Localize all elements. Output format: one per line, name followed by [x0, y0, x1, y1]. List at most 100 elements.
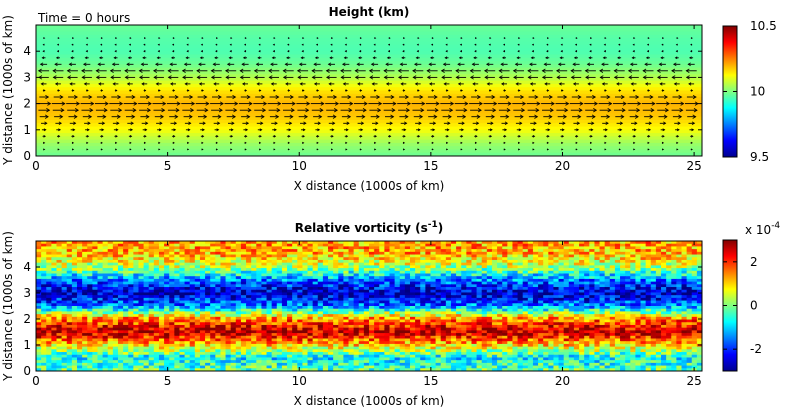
vorticity-cell	[507, 295, 514, 299]
vorticity-cell	[87, 246, 93, 250]
vorticity-cell	[363, 303, 370, 307]
vorticity-cell	[97, 268, 104, 272]
vorticity-cell	[461, 278, 467, 283]
vorticity-cell	[466, 243, 473, 248]
vorticity-cell	[594, 243, 601, 248]
vorticity-cell	[620, 297, 626, 302]
vorticity-cell	[302, 297, 309, 302]
vorticity-cell	[579, 295, 585, 299]
vorticity-cell	[604, 273, 611, 277]
vorticity-cell	[579, 249, 585, 253]
vorticity-cell	[394, 281, 401, 285]
vorticity-cell	[471, 284, 478, 288]
vorticity-cell	[230, 249, 237, 253]
vorticity-cell	[614, 257, 621, 261]
vorticity-cell	[36, 268, 42, 272]
vorticity-cell	[261, 273, 268, 277]
vorticity-cell	[317, 289, 324, 294]
vorticity-cell	[589, 249, 596, 253]
vorticity-cell	[471, 281, 478, 285]
vorticity-cell	[384, 306, 391, 310]
vorticity-cell	[527, 246, 534, 250]
vorticity-cell	[246, 306, 252, 310]
vorticity-cell	[133, 254, 140, 258]
vorticity-cell	[625, 276, 631, 280]
velocity-arrow-head	[303, 114, 308, 119]
vorticity-cell	[317, 243, 324, 248]
velocity-arrow-head	[633, 128, 637, 132]
vorticity-cell	[82, 241, 88, 245]
vorticity-cell	[153, 273, 160, 277]
vorticity-cell	[384, 257, 391, 261]
vorticity-cell	[435, 251, 442, 256]
vorticity-cell	[322, 289, 329, 294]
velocity-arrow-head	[489, 128, 493, 132]
vorticity-cell	[630, 300, 636, 304]
vorticity-cell	[440, 251, 447, 256]
vorticity-cell	[532, 276, 539, 280]
velocity-arrow-head	[457, 62, 461, 67]
vorticity-cell	[240, 287, 247, 291]
vorticity-cell	[123, 295, 129, 299]
velocity-arrow-head	[447, 121, 451, 126]
vorticity-cell	[184, 289, 191, 294]
velocity-arrow-head	[486, 62, 490, 67]
velocity-arrow-head	[361, 94, 366, 100]
vorticity-cell	[461, 297, 467, 302]
vorticity-cell	[481, 251, 488, 256]
velocity-arrow-head	[374, 37, 377, 40]
vorticity-cell	[466, 251, 473, 256]
velocity-arrow-head	[673, 62, 677, 67]
velocity-arrow-head	[333, 94, 338, 100]
vorticity-cell	[194, 276, 201, 280]
vorticity-cell	[36, 287, 42, 291]
vorticity-cell	[450, 284, 457, 288]
vorticity-cell	[676, 268, 683, 272]
height-row-cell	[36, 113, 702, 118]
velocity-arrow-head	[676, 89, 679, 92]
vorticity-cell	[471, 259, 478, 264]
velocity-arrow-head	[599, 75, 604, 80]
velocity-arrow-head	[45, 94, 50, 100]
vorticity-cell	[338, 295, 344, 299]
vorticity-cell	[143, 281, 150, 285]
vorticity-cell	[466, 249, 473, 253]
height-row-cell	[36, 133, 702, 137]
vorticity-cell	[548, 262, 555, 266]
vorticity-cell	[317, 249, 324, 253]
vorticity-cell	[338, 292, 344, 296]
vorticity-cell	[491, 297, 498, 302]
vorticity-cell	[486, 251, 493, 256]
vorticity-cell	[389, 265, 396, 269]
height-row-cell	[36, 31, 702, 36]
velocity-arrow-head	[404, 114, 409, 119]
velocity-arrow-head	[460, 37, 463, 40]
vorticity-cell	[138, 273, 145, 277]
velocity-arrow-head	[244, 89, 248, 92]
vorticity-cell	[430, 278, 437, 283]
vorticity-cell	[333, 246, 339, 250]
vorticity-cell	[415, 249, 421, 253]
vorticity-cell	[625, 270, 631, 275]
velocity-arrow-head	[403, 128, 407, 132]
vorticity-cell	[138, 259, 145, 264]
velocity-arrow-head	[457, 82, 462, 86]
velocity-arrow-head	[100, 148, 103, 151]
velocity-arrow-head	[531, 50, 535, 53]
velocity-arrow-head	[330, 141, 334, 145]
vorticity-cell	[594, 289, 601, 294]
vorticity-cell	[322, 303, 329, 307]
vorticity-cell	[87, 243, 93, 248]
vorticity-cell	[389, 306, 396, 310]
vorticity-cell	[76, 300, 83, 304]
vorticity-cell	[620, 295, 626, 299]
vorticity-cell	[287, 278, 293, 283]
vorticity-cell	[491, 281, 498, 285]
vorticity-cell	[497, 306, 503, 310]
vorticity-cell	[476, 265, 483, 269]
vorticity-cell	[87, 273, 93, 277]
vorticity-cell	[681, 259, 688, 264]
vorticity-cell	[128, 273, 134, 277]
vorticity-cell	[563, 273, 570, 277]
vorticity-cell	[435, 262, 442, 266]
